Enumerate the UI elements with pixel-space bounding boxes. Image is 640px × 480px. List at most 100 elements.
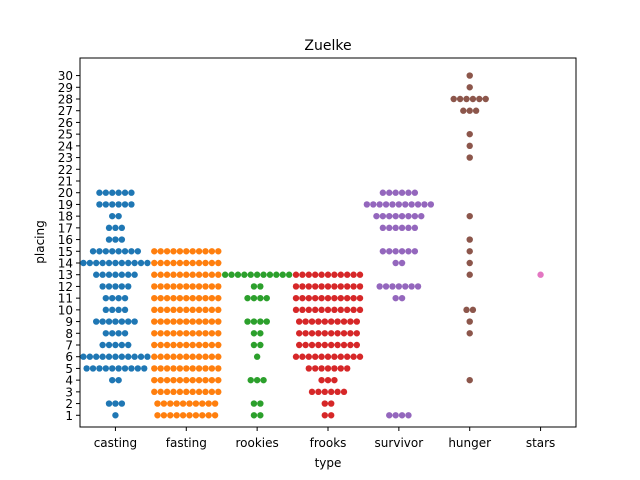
y-tick-label: 20 <box>58 186 73 200</box>
data-point-casting <box>128 365 135 372</box>
data-point-survivor <box>398 412 406 419</box>
y-tick-label: 16 <box>58 233 73 247</box>
data-point-fasting <box>195 353 203 360</box>
data-point-fasting <box>170 271 177 278</box>
data-point-fasting <box>202 365 209 372</box>
data-point-fasting <box>192 412 200 419</box>
data-point-fasting <box>151 330 158 337</box>
data-point-survivor <box>421 201 428 208</box>
data-point-fasting <box>195 388 203 396</box>
data-point-fasting <box>157 388 164 396</box>
data-point-survivor <box>392 212 399 220</box>
data-point-fasting <box>195 330 203 337</box>
data-point-rookies <box>260 271 267 278</box>
data-point-fasting <box>151 248 158 255</box>
data-point-survivor <box>382 283 390 290</box>
data-point-survivor <box>411 224 419 232</box>
data-point-fasting <box>215 294 222 302</box>
data-point-frooks <box>340 330 348 337</box>
data-point-frooks <box>337 294 344 302</box>
data-point-casting <box>105 318 113 325</box>
data-point-frooks <box>305 353 312 360</box>
data-point-fasting <box>215 306 222 314</box>
data-point-hunger <box>469 95 477 103</box>
data-point-frooks <box>324 365 332 372</box>
y-tick-label: 17 <box>58 221 73 235</box>
data-point-casting <box>102 248 110 255</box>
data-point-casting <box>102 306 110 314</box>
data-point-frooks <box>292 353 300 360</box>
data-point-fasting <box>179 400 187 407</box>
data-point-casting <box>109 212 116 220</box>
data-point-fasting <box>157 353 164 360</box>
data-point-rookies <box>250 341 258 349</box>
data-point-survivor <box>386 248 393 255</box>
data-point-fasting <box>189 376 196 384</box>
data-point-frooks <box>334 388 341 396</box>
data-point-casting <box>105 271 113 278</box>
data-point-casting <box>102 189 110 196</box>
data-point-fasting <box>176 306 184 314</box>
data-point-fasting <box>189 283 196 290</box>
data-point-frooks <box>331 376 338 384</box>
data-point-frooks <box>321 388 328 396</box>
data-point-hunger <box>469 306 477 314</box>
data-point-frooks <box>318 306 325 314</box>
data-point-frooks <box>302 341 309 349</box>
data-point-fasting <box>189 306 196 314</box>
data-point-fasting <box>215 259 222 267</box>
data-point-casting <box>137 259 145 267</box>
data-point-casting <box>118 318 126 325</box>
data-point-casting <box>102 365 110 372</box>
data-point-fasting <box>208 318 216 325</box>
data-point-frooks <box>321 412 328 419</box>
data-point-frooks <box>305 306 312 314</box>
y-axis-label: placing <box>33 220 47 263</box>
data-point-rookies <box>260 376 267 384</box>
data-point-fasting <box>215 388 222 396</box>
data-point-rookies <box>250 400 258 407</box>
data-point-frooks <box>328 400 335 407</box>
data-point-rookies <box>250 294 258 302</box>
data-point-fasting <box>157 365 164 372</box>
data-point-fasting <box>157 341 164 349</box>
data-point-casting <box>115 189 122 196</box>
data-point-fasting <box>163 248 171 255</box>
data-point-frooks <box>344 353 351 360</box>
data-point-fasting <box>151 306 158 314</box>
data-point-fasting <box>211 412 219 419</box>
data-point-fasting <box>183 248 190 255</box>
data-point-casting <box>125 283 132 290</box>
data-point-casting <box>105 224 113 232</box>
data-point-frooks <box>324 306 332 314</box>
data-point-fasting <box>170 294 177 302</box>
data-point-frooks <box>318 294 325 302</box>
data-point-rookies <box>273 271 280 278</box>
data-point-fasting <box>189 318 196 325</box>
data-point-fasting <box>176 376 184 384</box>
data-point-casting <box>134 248 142 255</box>
data-point-hunger <box>466 130 473 138</box>
data-point-fasting <box>189 294 196 302</box>
data-point-rookies <box>263 318 270 325</box>
data-point-hunger <box>460 107 467 114</box>
data-point-fasting <box>208 376 216 384</box>
data-point-survivor <box>414 283 422 290</box>
data-point-frooks <box>353 318 360 325</box>
data-point-casting <box>125 259 132 267</box>
data-point-survivor <box>379 224 387 232</box>
data-point-rookies <box>257 283 264 290</box>
data-point-survivor <box>418 212 425 220</box>
data-point-frooks <box>302 318 309 325</box>
data-point-fasting <box>202 306 209 314</box>
y-tick-label: 27 <box>58 104 73 118</box>
data-point-frooks <box>324 271 332 278</box>
y-tick-label: 30 <box>58 69 73 83</box>
y-tick-label: 26 <box>58 116 73 130</box>
data-point-casting <box>115 294 122 302</box>
data-point-frooks <box>350 294 357 302</box>
data-point-rookies <box>279 271 286 278</box>
data-point-survivor <box>379 212 387 220</box>
data-point-frooks <box>321 341 328 349</box>
data-point-survivor <box>376 283 383 290</box>
